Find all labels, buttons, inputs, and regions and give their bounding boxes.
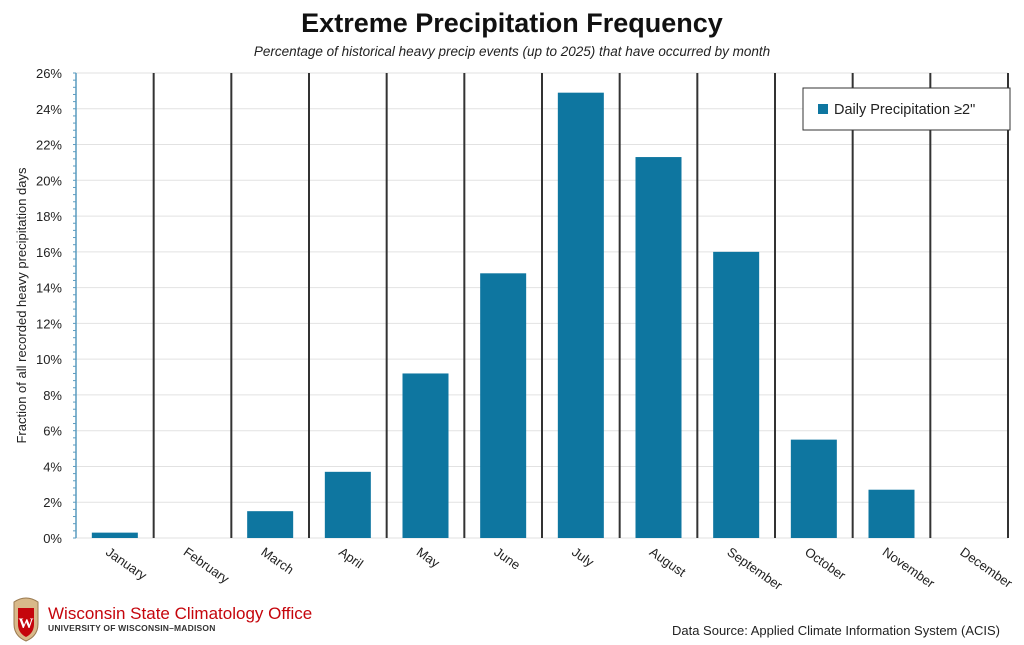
y-tick-label: 10% — [36, 352, 62, 367]
org-name: Wisconsin State Climatology Office — [48, 604, 313, 623]
x-tick-label: August — [647, 544, 689, 580]
bar-may — [402, 373, 449, 538]
bar-january — [91, 532, 138, 538]
svg-text:W: W — [19, 616, 34, 632]
x-tick-label: February — [181, 544, 233, 586]
legend-label: Daily Precipitation ≥2" — [834, 102, 975, 118]
org-subtitle: UNIVERSITY OF WISCONSIN–MADISON — [48, 623, 216, 633]
x-tick-label: June — [491, 544, 523, 572]
y-tick-label: 20% — [36, 173, 62, 188]
y-tick-label: 0% — [43, 531, 62, 546]
x-tick-label: March — [258, 544, 296, 577]
uw-crest-icon: W — [13, 597, 39, 642]
x-tick-label: December — [957, 544, 1015, 591]
legend-box — [802, 87, 1011, 131]
y-tick-label: 22% — [36, 138, 62, 153]
y-tick-label: 6% — [43, 424, 62, 439]
bar-november — [868, 489, 915, 538]
x-tick-label: January — [103, 544, 150, 583]
y-tick-label: 18% — [36, 209, 62, 224]
y-tick-label: 26% — [36, 66, 62, 81]
y-tick-label: 16% — [36, 245, 62, 260]
bar-march — [247, 511, 294, 538]
bar-july — [557, 92, 604, 538]
y-axis-label: Fraction of all recorded heavy precipita… — [14, 167, 29, 444]
x-tick-label: April — [336, 544, 366, 571]
data-source: Data Source: Applied Climate Information… — [671, 623, 1000, 638]
y-tick-label: 2% — [43, 495, 62, 510]
x-tick-label: October — [802, 544, 849, 583]
bar-august — [635, 157, 682, 539]
y-tick-label: 4% — [43, 459, 62, 474]
bar-october — [790, 439, 837, 538]
y-tick-label: 24% — [36, 102, 62, 117]
x-tick-label: July — [569, 544, 597, 570]
x-tick-label: November — [880, 544, 938, 591]
chart-title: Extreme Precipitation Frequency — [301, 8, 723, 38]
x-tick-label: September — [724, 544, 785, 593]
y-tick-label: 14% — [36, 281, 62, 296]
y-tick-label: 8% — [43, 388, 62, 403]
wsco-logo: W Wisconsin State Climatology Office UNI… — [10, 596, 312, 642]
bar-june — [480, 273, 527, 538]
bar-april — [324, 471, 371, 538]
x-tick-label: May — [414, 544, 443, 571]
bar-september — [713, 251, 760, 538]
legend-swatch — [818, 104, 828, 114]
chart-subtitle: Percentage of historical heavy precip ev… — [253, 44, 771, 59]
y-tick-label: 12% — [36, 316, 62, 331]
